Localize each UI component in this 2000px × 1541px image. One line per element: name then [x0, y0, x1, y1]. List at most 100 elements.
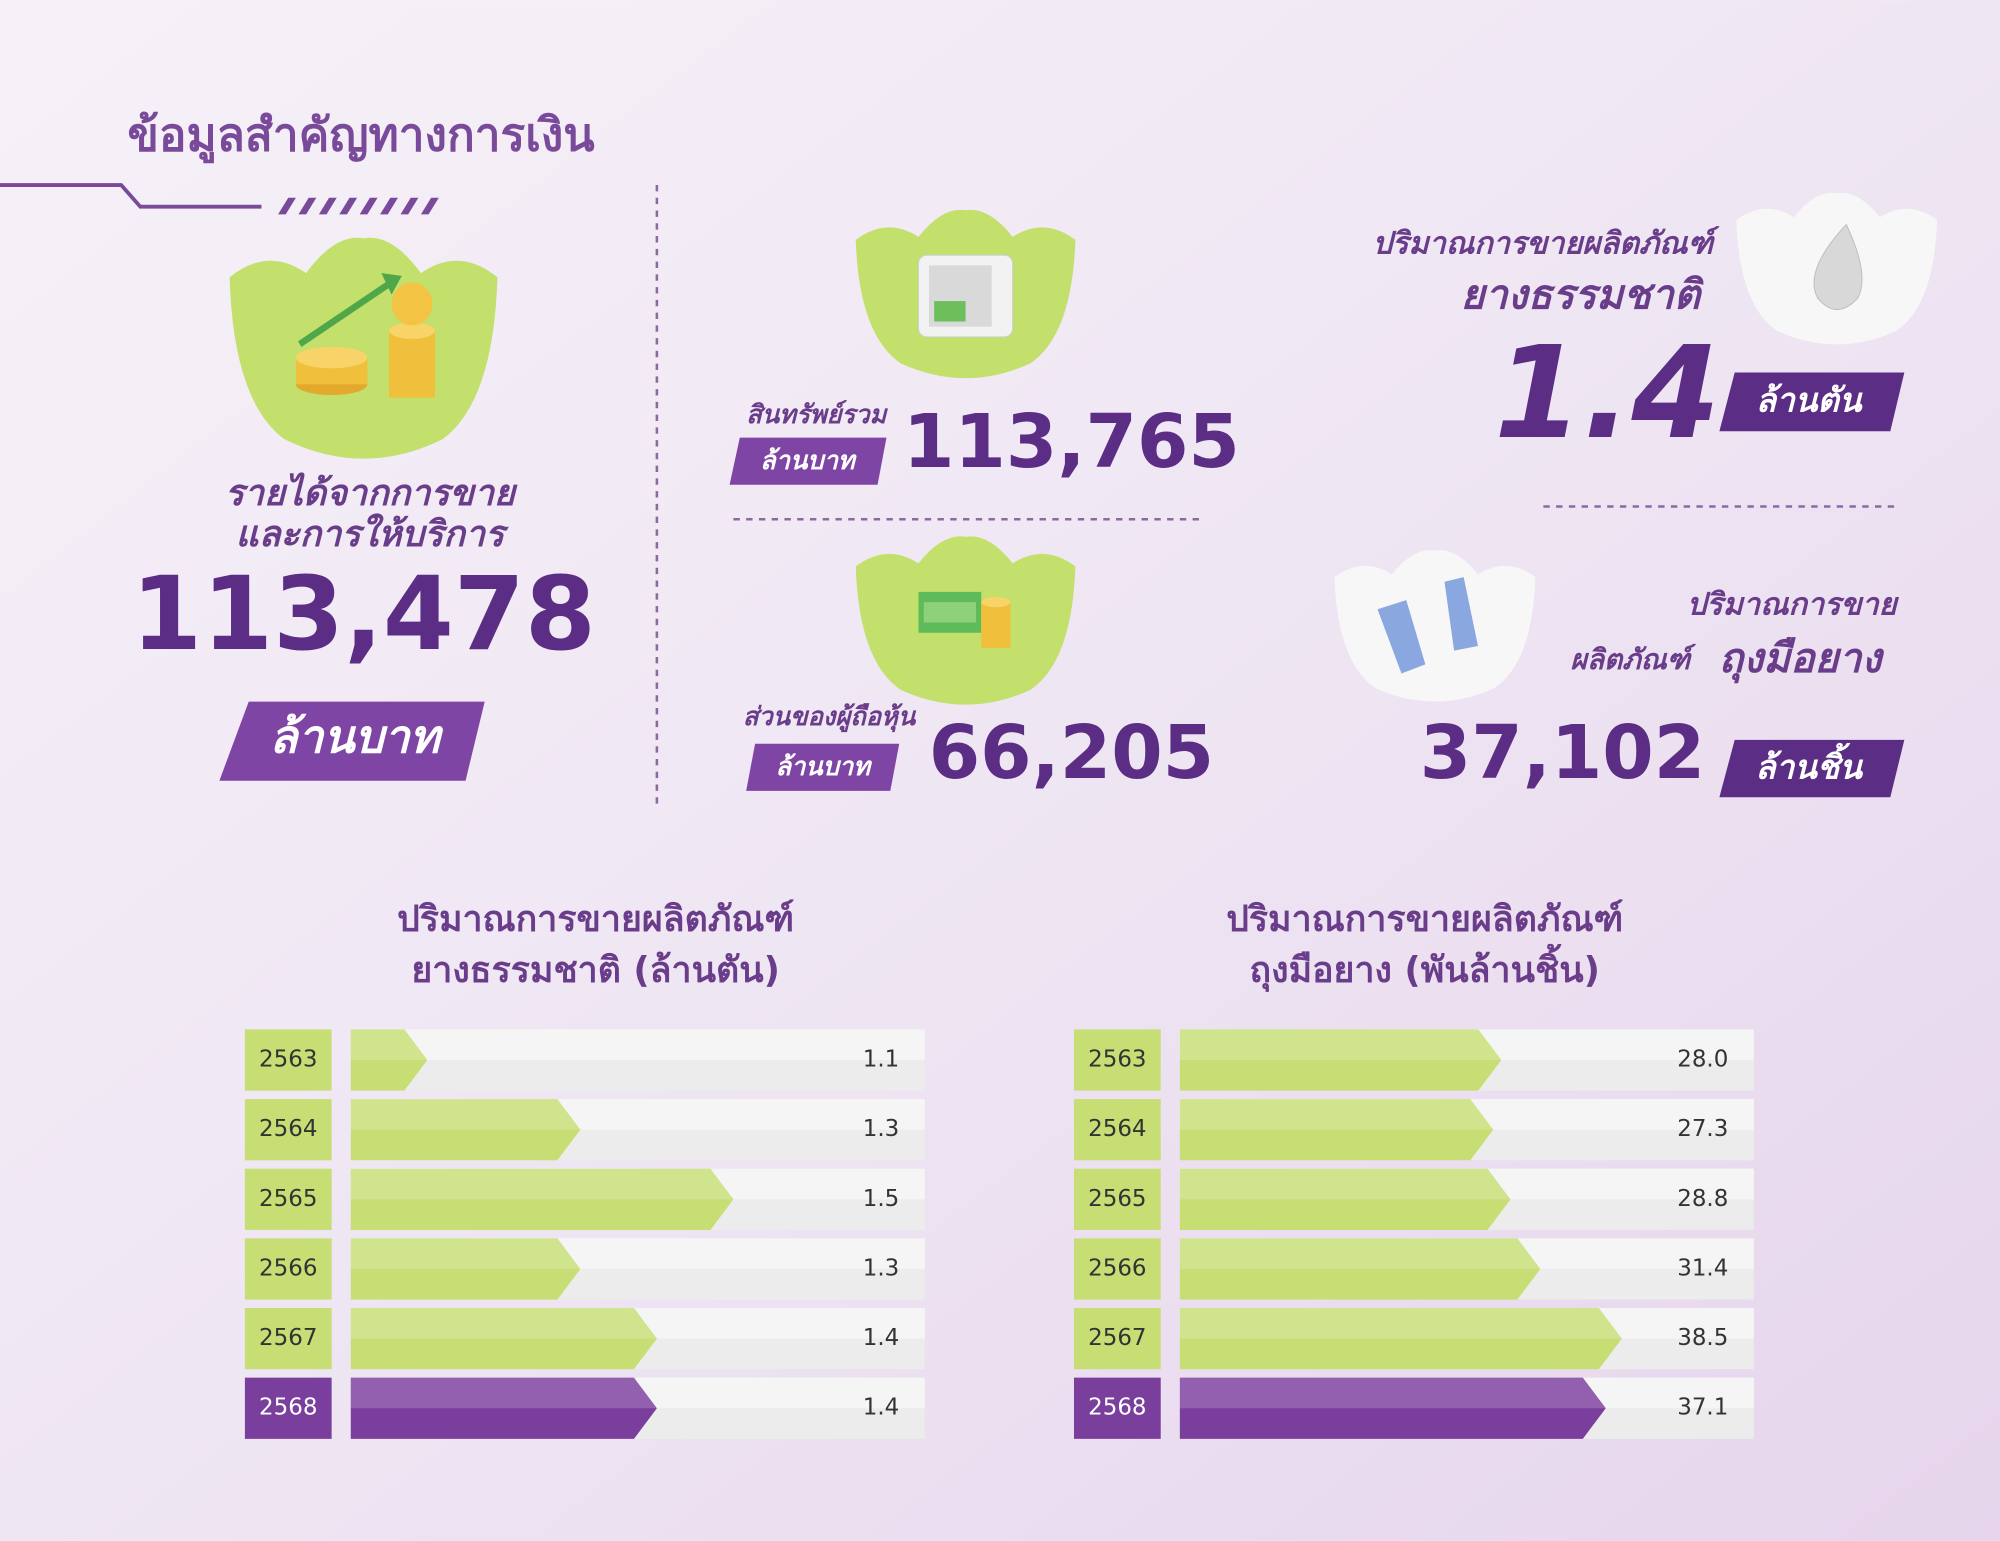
chart-title: ปริมาณการขายผลิตภัณฑ์	[1226, 899, 1623, 940]
revenue-label: รายได้จากการขาย	[225, 472, 518, 514]
year-box	[244, 1377, 332, 1439]
bar-shine	[1179, 1029, 1502, 1061]
gloves-value: 37,102	[1420, 710, 1705, 796]
value-label: 1.3	[863, 1116, 899, 1142]
y-tick-label: 2564	[1088, 1116, 1146, 1142]
rubber-icon	[1736, 192, 1938, 345]
assets-icon	[855, 209, 1076, 379]
year-box	[1073, 1168, 1161, 1230]
year-box	[1073, 1029, 1161, 1091]
y-tick-label: 2568	[1088, 1395, 1146, 1421]
year-box	[1073, 1377, 1161, 1439]
bar	[350, 1029, 428, 1091]
gloves-label: ถุงมือยาง	[1719, 634, 1885, 684]
chart-title: ปริมาณการขายผลิตภัณฑ์	[397, 899, 794, 940]
bar	[350, 1377, 657, 1439]
value-label: 28.8	[1677, 1186, 1728, 1212]
bar-shine	[1179, 1238, 1541, 1269]
year-box	[244, 1308, 332, 1370]
unit-tag	[746, 743, 900, 791]
gloves-icon	[1334, 550, 1536, 702]
value-label: 31.4	[1677, 1255, 1728, 1281]
y-tick-label: 2566	[1088, 1255, 1146, 1281]
bar	[350, 1238, 581, 1300]
unit-tag	[1719, 372, 1905, 432]
bar	[1179, 1168, 1511, 1230]
assets-label: สินทรัพย์รวม	[746, 400, 888, 430]
year-box	[244, 1099, 332, 1161]
revenue-value: 113,478	[131, 555, 596, 674]
value-label: 1.4	[863, 1395, 899, 1421]
value-label: 1.1	[863, 1047, 899, 1073]
chart-title: ยางธรรมชาติ (ล้านตัน)	[411, 950, 780, 991]
bar	[350, 1099, 581, 1161]
y-tick-label: 2567	[259, 1325, 317, 1351]
y-tick-label: 2565	[1088, 1186, 1146, 1212]
value-label: 1.3	[863, 1255, 899, 1281]
revenue-label: และการให้บริการ	[236, 513, 509, 555]
value-label: 1.4	[863, 1325, 899, 1351]
equity-unit: ล้านบาท	[775, 752, 872, 782]
rubber-label: ยางธรรมชาติ	[1461, 270, 1704, 318]
value-label: 28.0	[1677, 1047, 1728, 1073]
year-box	[1073, 1099, 1161, 1161]
revenue-icon	[229, 237, 498, 459]
year-box	[244, 1168, 332, 1230]
equity-value: 66,205	[929, 710, 1214, 796]
bar-shine	[350, 1238, 581, 1269]
value-label: 38.5	[1677, 1325, 1728, 1351]
bar	[1179, 1377, 1606, 1439]
charts: ปริมาณการขายผลิตภัณฑ์ยางธรรมชาติ (ล้านตั…	[244, 899, 1754, 1439]
value-label: 27.3	[1677, 1116, 1728, 1142]
bar	[1179, 1029, 1502, 1091]
gloves-label: ผลิตภัณฑ์	[1570, 643, 1697, 676]
year-box	[1073, 1308, 1161, 1370]
bar-shine	[1179, 1308, 1622, 1339]
y-tick-label: 2563	[1088, 1047, 1146, 1073]
assets-unit: ล้านบาท	[760, 446, 857, 476]
unit-tag	[729, 437, 887, 485]
rubber-label: ปริมาณการขายผลิตภัณฑ์	[1373, 225, 1720, 261]
title-rule	[0, 183, 262, 209]
bar-track-top	[350, 1029, 925, 1061]
bar-shine	[350, 1099, 581, 1130]
value-label: 1.5	[863, 1186, 899, 1212]
revenue-unit: ล้านบาท	[269, 709, 443, 763]
equity-label: ส่วนของผู้ถือหุ้น	[743, 702, 917, 733]
title-slashes	[278, 197, 439, 215]
assets-value: 113,765	[903, 399, 1240, 485]
bar	[1179, 1308, 1622, 1370]
year-box	[1073, 1238, 1161, 1300]
bar-shine	[350, 1377, 657, 1409]
chart-title: ถุงมือยาง (พันล้านชิ้น)	[1250, 943, 1600, 992]
bar-shine	[1179, 1099, 1494, 1130]
value-label: 37.1	[1677, 1395, 1728, 1421]
year-box	[244, 1238, 332, 1300]
bar	[1179, 1099, 1494, 1161]
y-tick-label: 2563	[259, 1047, 317, 1073]
bar-shine	[350, 1168, 734, 1200]
rubber-unit: ล้านตัน	[1756, 380, 1863, 419]
equity-icon	[855, 536, 1076, 705]
bar-shine	[1179, 1168, 1511, 1200]
gloves-label: ปริมาณการขาย	[1687, 587, 1900, 622]
unit-tag	[219, 701, 485, 781]
bar-shine	[350, 1029, 428, 1061]
y-tick-label: 2567	[1088, 1325, 1146, 1351]
page-title: ข้อมูลสำคัญทางการเงิน	[128, 107, 595, 163]
bar	[350, 1308, 657, 1370]
bar	[350, 1168, 734, 1230]
rubber-value: 1.4	[1494, 320, 1720, 468]
year-box	[244, 1029, 332, 1091]
bar	[1179, 1238, 1541, 1300]
gloves-unit: ล้านชิ้น	[1755, 743, 1863, 787]
bar-shine	[350, 1308, 657, 1339]
unit-tag	[1719, 739, 1905, 798]
y-tick-label: 2566	[259, 1255, 317, 1281]
y-tick-label: 2565	[259, 1186, 317, 1212]
bar-shine	[1179, 1377, 1606, 1409]
y-tick-label: 2564	[259, 1116, 317, 1142]
y-tick-label: 2568	[259, 1395, 317, 1421]
